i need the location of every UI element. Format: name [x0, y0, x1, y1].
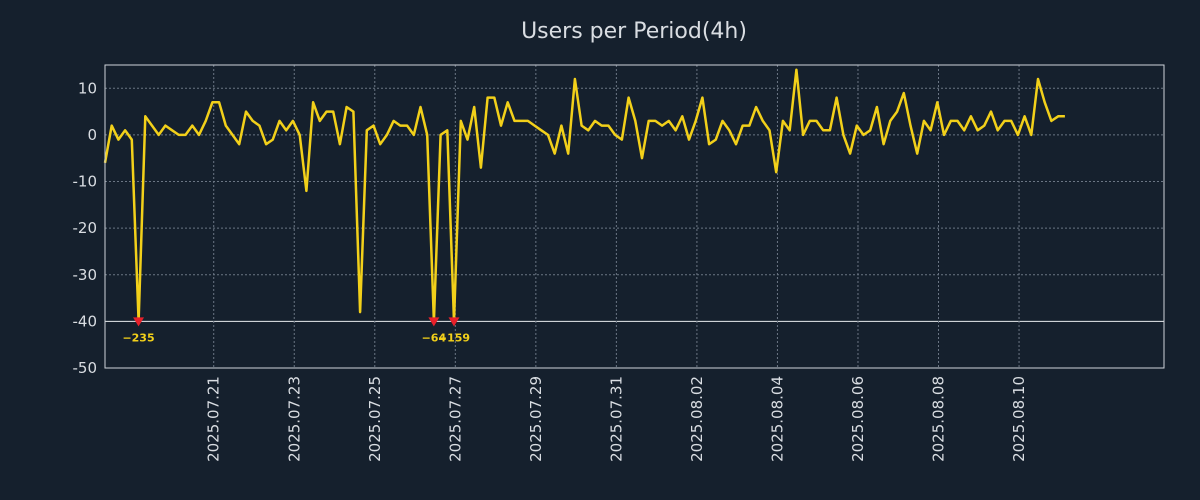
- y-tick-label: -40: [73, 312, 98, 330]
- x-tick-label: 2025.07.27: [446, 376, 464, 462]
- x-tick-label: 2025.08.04: [768, 376, 786, 462]
- x-tick-label: 2025.07.31: [607, 376, 625, 462]
- series-line: [103, 68, 1065, 323]
- clip-marker: [428, 317, 440, 327]
- clip-value-label: −159: [438, 331, 470, 344]
- x-tick-label: 2025.08.06: [849, 376, 867, 462]
- clip-value-label: −235: [122, 331, 154, 344]
- y-tick-label: -30: [73, 266, 98, 284]
- x-tick-label: 2025.07.23: [285, 376, 303, 462]
- y-tick-label: -50: [73, 359, 98, 377]
- x-tick-label: 2025.08.02: [688, 376, 706, 462]
- x-tick-label: 2025.08.10: [1010, 376, 1028, 462]
- clip-marker: [448, 317, 460, 327]
- y-tick-label: 0: [87, 126, 97, 144]
- y-tick-label: -20: [73, 219, 98, 237]
- plot-frame: [104, 64, 1165, 369]
- x-tick-label: 2025.07.29: [527, 376, 545, 462]
- clip-value-label: −64: [422, 331, 447, 344]
- y-tick-label: -10: [73, 173, 98, 191]
- x-tick-label: 2025.07.21: [205, 376, 223, 462]
- y-tick-label: 10: [78, 79, 97, 97]
- x-tick-label: 2025.08.08: [930, 376, 948, 462]
- chart-title: Users per Period(4h): [521, 19, 747, 44]
- x-tick-label: 2025.07.25: [366, 376, 384, 462]
- clip-marker: [133, 317, 145, 327]
